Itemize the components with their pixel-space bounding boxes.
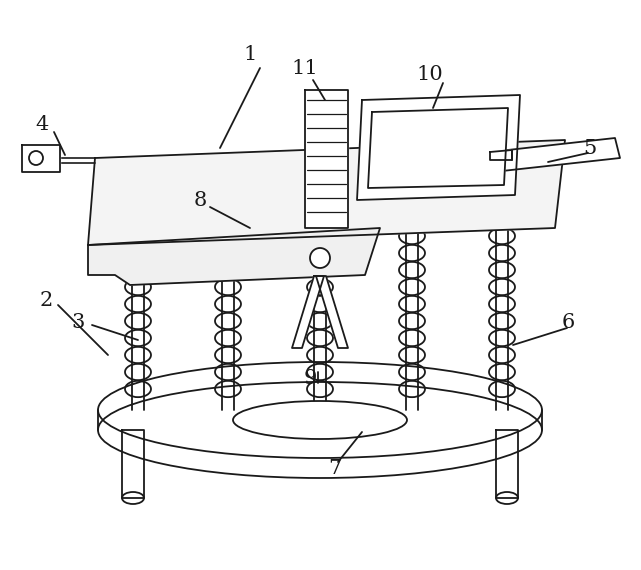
- Text: 10: 10: [417, 66, 444, 84]
- Text: 6: 6: [562, 312, 574, 332]
- Ellipse shape: [233, 401, 407, 439]
- Text: 2: 2: [39, 291, 53, 310]
- Polygon shape: [22, 145, 60, 172]
- Ellipse shape: [98, 382, 542, 478]
- Polygon shape: [368, 108, 508, 188]
- Polygon shape: [122, 430, 144, 498]
- Text: 11: 11: [292, 59, 319, 78]
- Ellipse shape: [29, 151, 43, 165]
- Text: 8: 8: [194, 190, 206, 210]
- Text: 9: 9: [303, 368, 317, 388]
- Polygon shape: [316, 276, 348, 348]
- Polygon shape: [305, 90, 348, 228]
- Polygon shape: [292, 276, 324, 348]
- Ellipse shape: [496, 492, 518, 504]
- Polygon shape: [490, 138, 620, 172]
- Text: 5: 5: [583, 139, 597, 157]
- Ellipse shape: [122, 492, 144, 504]
- Text: 3: 3: [71, 312, 85, 332]
- Text: 4: 4: [35, 116, 49, 135]
- Ellipse shape: [310, 248, 330, 268]
- Polygon shape: [357, 95, 520, 200]
- Text: 7: 7: [328, 458, 342, 478]
- Polygon shape: [88, 140, 565, 245]
- Polygon shape: [496, 430, 518, 498]
- Text: 1: 1: [244, 46, 256, 64]
- Polygon shape: [490, 150, 512, 160]
- Polygon shape: [88, 228, 380, 285]
